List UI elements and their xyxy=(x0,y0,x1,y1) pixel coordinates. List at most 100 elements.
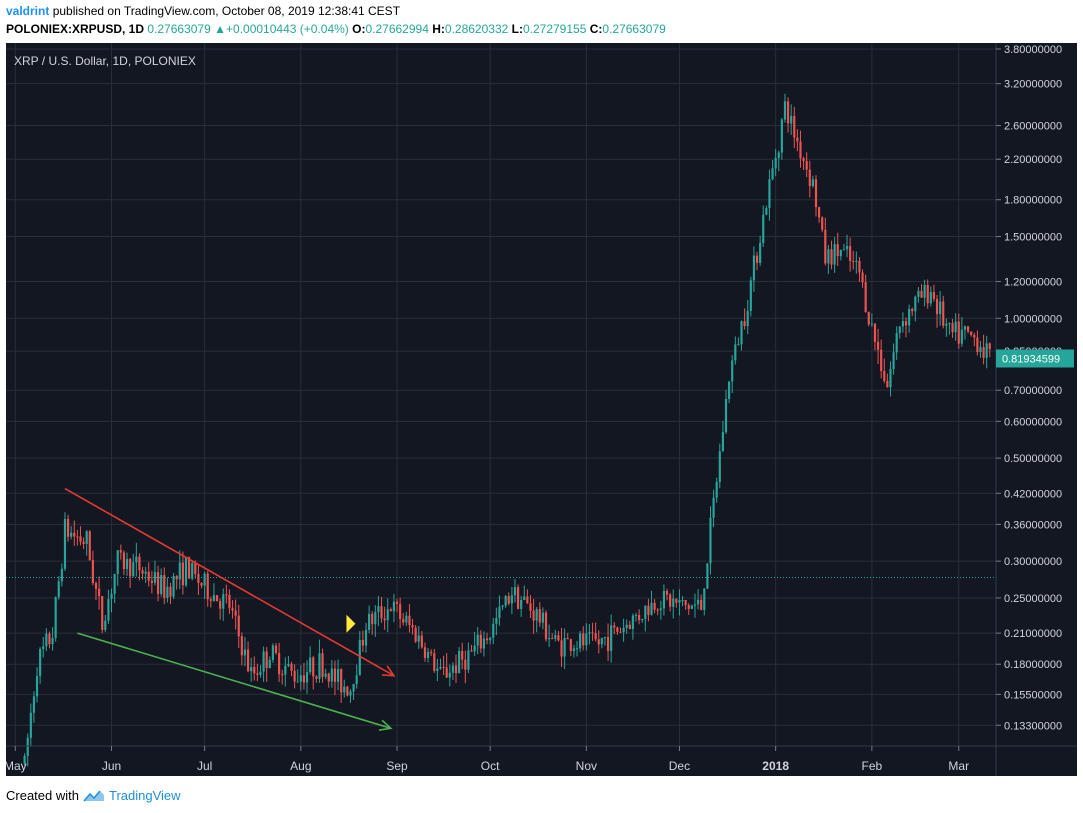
candle-body xyxy=(45,633,48,647)
candle-body xyxy=(728,381,731,399)
candle-body xyxy=(731,360,734,382)
candle-body xyxy=(842,249,846,251)
candle-body xyxy=(749,280,752,311)
candle-body xyxy=(361,640,364,646)
candle-body xyxy=(150,580,153,583)
symbol-info-line: POLONIEX:XRPUSD, 1D 0.27663079 ▲+0.00010… xyxy=(6,22,666,36)
candle-body xyxy=(383,618,386,621)
candle-body xyxy=(619,631,622,633)
tradingview-link[interactable]: TradingView xyxy=(108,788,181,803)
candle-body xyxy=(802,158,805,162)
candle-body xyxy=(85,531,88,545)
price-tick-label: 3.20000000 xyxy=(1004,79,1062,91)
open-label: O: xyxy=(352,22,366,36)
time-tick-label: Sep xyxy=(386,759,408,773)
candle-body xyxy=(222,594,225,609)
candle-body xyxy=(467,650,470,670)
candle-body xyxy=(876,341,880,350)
candle-body xyxy=(917,290,920,297)
candle-body xyxy=(966,326,970,332)
candle-body xyxy=(600,637,603,645)
candle-body xyxy=(889,368,892,388)
candle-body xyxy=(312,657,315,677)
candle-body xyxy=(200,582,203,586)
candle-body xyxy=(256,673,259,675)
candle-body xyxy=(79,536,82,542)
candle-body xyxy=(827,249,830,264)
candle-body xyxy=(327,673,330,682)
chart-title: XRP / U.S. Dollar, 1D, POLONIEX xyxy=(14,54,196,68)
current-price-label: 0.81934599 xyxy=(1002,354,1060,366)
time-tick-label: May xyxy=(6,759,27,773)
candle-body xyxy=(911,308,914,312)
candle-body xyxy=(302,675,306,683)
candle-body xyxy=(94,583,98,589)
time-axis[interactable]: May Jun Jul Aug Sep Oct Nov Dec 2018 Feb Mar xyxy=(6,746,969,773)
candle-body xyxy=(318,653,321,679)
candle-body xyxy=(628,624,631,629)
candle-body xyxy=(932,292,936,299)
candle-body xyxy=(777,152,780,158)
candle-body xyxy=(492,623,495,638)
candle-body xyxy=(793,115,796,138)
candle-body xyxy=(858,260,861,273)
current-price-tag xyxy=(996,349,1074,368)
candle-body xyxy=(309,657,312,673)
candle-body xyxy=(970,331,973,335)
candle-body xyxy=(780,119,783,153)
candle-body xyxy=(346,686,349,696)
candle-body xyxy=(616,627,619,632)
candle-body xyxy=(259,671,262,675)
candle-body xyxy=(336,669,340,682)
candle-body xyxy=(951,323,954,333)
time-tick-label: Feb xyxy=(862,759,883,773)
candle-body xyxy=(678,600,681,603)
candle-body xyxy=(743,321,746,327)
candle-body xyxy=(479,634,482,649)
candle-body xyxy=(982,347,985,358)
candle-body xyxy=(132,562,135,577)
candle-body xyxy=(696,599,700,605)
candle-body xyxy=(548,638,551,640)
candle-body xyxy=(805,161,808,170)
candle-body xyxy=(98,588,101,597)
candle-body xyxy=(88,531,91,561)
author-name[interactable]: valdrint xyxy=(6,4,50,18)
publish-info: valdrint published on TradingView.com, O… xyxy=(6,4,400,18)
candle-body xyxy=(405,615,408,623)
price-tick-label: 0.70000000 xyxy=(1004,385,1062,397)
candle-body xyxy=(715,482,718,498)
candle-body xyxy=(554,635,557,639)
candle-body xyxy=(290,663,293,671)
price-tick-label: 0.25000000 xyxy=(1004,593,1062,605)
candle-body xyxy=(451,665,454,673)
candle-body xyxy=(833,244,836,265)
candle-body xyxy=(855,260,858,262)
candle-body xyxy=(284,665,287,675)
time-tick-label: Jul xyxy=(197,759,212,773)
candle-body xyxy=(299,675,302,682)
candle-body xyxy=(768,179,771,209)
candle-body xyxy=(70,532,73,537)
time-tick-label: Jun xyxy=(102,759,121,773)
candle-body xyxy=(417,635,420,642)
candle-body xyxy=(799,141,802,159)
candle-body xyxy=(516,587,520,609)
candle-body xyxy=(206,573,209,600)
candle-body xyxy=(752,255,756,281)
candle-body xyxy=(278,652,281,675)
candle-body xyxy=(960,329,963,344)
candle-body xyxy=(603,637,607,639)
candle-body xyxy=(675,598,678,603)
time-tick-label: Mar xyxy=(948,759,969,773)
open-value: 0.27662994 xyxy=(365,22,429,36)
candle-body xyxy=(330,668,333,682)
candle-body xyxy=(535,609,538,621)
candle-body xyxy=(265,651,268,669)
candle-body xyxy=(107,598,110,621)
price-tick-label: 0.42000000 xyxy=(1004,488,1062,500)
candle-body xyxy=(212,595,216,601)
price-axis[interactable]: 0.13300000 0.15500000 0.18000000 0.21000000… xyxy=(996,44,1074,732)
candle-body xyxy=(287,663,290,666)
price-chart[interactable]: 0.13300000 0.15500000 0.18000000 0.21000000… xyxy=(6,43,1077,776)
